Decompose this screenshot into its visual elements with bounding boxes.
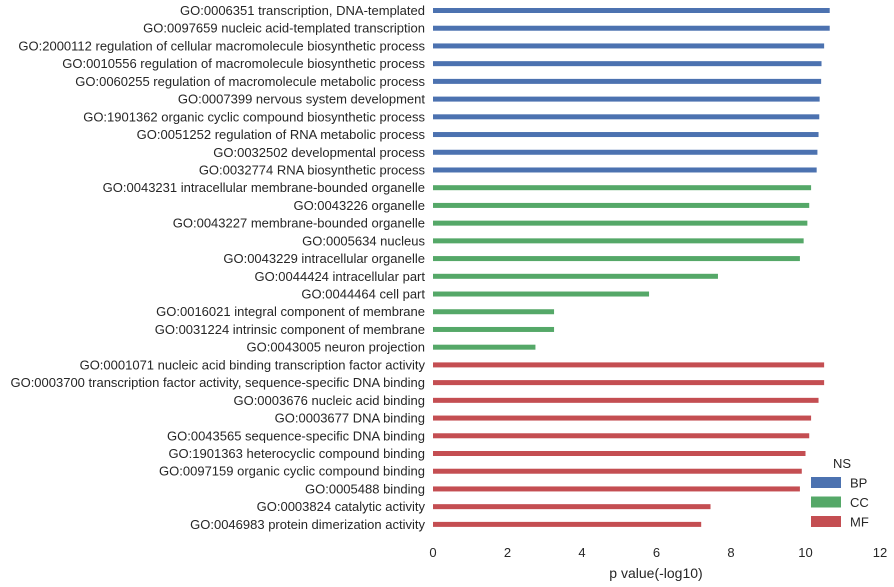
bar bbox=[433, 202, 810, 208]
x-tick-label: 0 bbox=[429, 545, 436, 560]
category-label: GO:0007399 nervous system development bbox=[178, 92, 426, 107]
category-label: GO:0044464 cell part bbox=[301, 287, 425, 302]
bar bbox=[433, 114, 820, 120]
bar bbox=[433, 309, 555, 315]
legend: NS BP CC MF bbox=[811, 456, 869, 530]
category-label: GO:0043005 neuron projection bbox=[246, 340, 425, 355]
category-label: GO:0003677 DNA binding bbox=[275, 411, 425, 426]
bar bbox=[433, 132, 819, 138]
bar bbox=[433, 273, 718, 279]
category-label: GO:0031224 intrinsic component of membra… bbox=[155, 322, 425, 337]
x-tick-label: 4 bbox=[578, 545, 585, 560]
category-label: GO:1901363 heterocyclic compound binding bbox=[168, 446, 425, 461]
legend-swatch bbox=[811, 516, 841, 527]
bar bbox=[433, 220, 808, 226]
bar bbox=[433, 451, 806, 456]
bar bbox=[433, 415, 812, 421]
legend-title: NS bbox=[833, 456, 851, 471]
category-label: GO:0032774 RNA biosynthetic process bbox=[199, 162, 426, 177]
category-label: GO:0051252 regulation of RNA metabolic p… bbox=[137, 127, 426, 142]
category-label: GO:0043229 intracellular organelle bbox=[223, 251, 425, 266]
bar bbox=[433, 397, 819, 403]
bar bbox=[433, 504, 711, 510]
category-label: GO:0046983 protein dimerization activity bbox=[190, 517, 425, 532]
bar bbox=[433, 238, 804, 244]
bar bbox=[433, 468, 802, 474]
category-label: GO:0043231 intracellular membrane-bounde… bbox=[103, 180, 425, 195]
category-label: GO:0003824 catalytic activity bbox=[257, 499, 426, 514]
legend-label: CC bbox=[850, 495, 869, 510]
bar bbox=[433, 486, 800, 492]
x-tick-label: 12 bbox=[873, 545, 887, 560]
bar bbox=[433, 43, 825, 49]
legend-swatch bbox=[811, 477, 841, 488]
x-tick-label: 8 bbox=[727, 545, 734, 560]
legend-label: MF bbox=[850, 515, 869, 530]
category-label: GO:0060255 regulation of macromolecule m… bbox=[75, 74, 425, 89]
bar bbox=[433, 344, 536, 350]
bar bbox=[433, 256, 800, 262]
category-label: GO:0003676 nucleic acid binding bbox=[233, 393, 425, 408]
category-label: GO:0097659 nucleic acid-templated transc… bbox=[143, 21, 425, 36]
bar bbox=[433, 78, 822, 84]
category-label: GO:0005488 binding bbox=[305, 481, 425, 496]
bar bbox=[433, 326, 555, 332]
category-label: GO:1901362 organic cyclic compound biosy… bbox=[83, 109, 425, 124]
category-label: GO:0044424 intracellular part bbox=[254, 269, 425, 284]
category-label: GO:0005634 nucleus bbox=[302, 233, 425, 248]
legend-swatch bbox=[811, 496, 841, 508]
x-axis-label: p value(-log10) bbox=[609, 565, 702, 581]
category-label: GO:0097159 organic cyclic compound bindi… bbox=[159, 464, 425, 479]
category-label: GO:0016021 integral component of membran… bbox=[156, 304, 425, 319]
x-tick-label: 10 bbox=[798, 545, 812, 560]
bar bbox=[433, 433, 810, 439]
bar bbox=[433, 8, 830, 13]
bar bbox=[433, 380, 825, 386]
category-label: GO:0043226 organelle bbox=[293, 198, 425, 213]
bar bbox=[433, 291, 650, 297]
bar bbox=[433, 96, 820, 102]
bar bbox=[433, 167, 817, 173]
category-label: GO:0003700 transcription factor activity… bbox=[10, 375, 425, 390]
bar bbox=[433, 362, 825, 368]
bar bbox=[433, 61, 822, 67]
category-label: GO:0006351 transcription, DNA-templated bbox=[180, 3, 425, 18]
category-label: GO:0032502 developmental process bbox=[213, 145, 425, 160]
category-labels-group: GO:0006351 transcription, DNA-templated G… bbox=[10, 3, 425, 532]
category-label: GO:0043227 membrane-bounded organelle bbox=[173, 216, 425, 231]
bar bbox=[433, 521, 702, 527]
category-label: GO:0010556 regulation of macromolecule b… bbox=[62, 56, 425, 71]
bar bbox=[433, 25, 830, 31]
category-label: GO:0001071 nucleic acid binding transcri… bbox=[80, 357, 426, 372]
x-axis: 0 2 4 6 8 10 12 bbox=[429, 545, 887, 560]
bars-group bbox=[433, 8, 830, 527]
category-label: GO:0043565 sequence-specific DNA binding bbox=[167, 428, 425, 443]
bar bbox=[433, 149, 818, 155]
bar bbox=[433, 185, 812, 191]
legend-label: BP bbox=[850, 476, 867, 491]
category-label: GO:2000112 regulation of cellular macrom… bbox=[18, 38, 425, 53]
x-tick-label: 2 bbox=[504, 545, 511, 560]
x-tick-label: 6 bbox=[653, 545, 660, 560]
